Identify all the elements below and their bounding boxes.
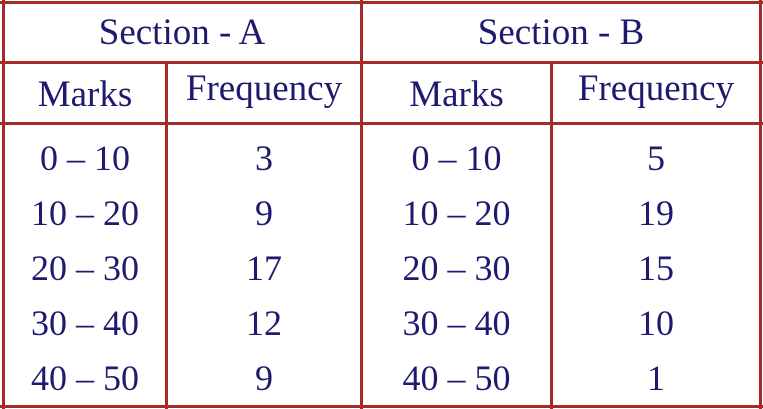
border-left	[2, 0, 5, 409]
frequency-cell: 1	[647, 358, 665, 398]
border-bottom	[0, 405, 763, 408]
header-marks-a: Marks	[37, 74, 133, 115]
section-a-title: Section - A	[98, 12, 266, 53]
frequency-cell: 5	[647, 138, 665, 178]
frequency-cell: 9	[255, 193, 273, 233]
marks-cell: 30 – 40	[402, 303, 511, 343]
header-marks-b: Marks	[409, 74, 504, 115]
marks-cell: 0 – 10	[411, 138, 502, 178]
border-top	[0, 1, 763, 4]
header-frequency-b: Frequency	[577, 68, 735, 109]
header-divider	[0, 61, 763, 64]
subheader-divider	[0, 122, 763, 125]
marks-cell: 10 – 20	[402, 193, 511, 233]
border-right	[759, 0, 762, 409]
frequency-cell: 3	[255, 138, 273, 178]
marks-cell: 20 – 30	[31, 248, 139, 288]
frequency-cell: 17	[246, 248, 282, 288]
frequency-cell: 10	[638, 303, 674, 343]
marks-cell: 40 – 50	[31, 358, 139, 398]
col-divider-b	[550, 62, 553, 409]
section-b-title: Section - B	[477, 12, 645, 53]
marks-cell: 30 – 40	[31, 303, 139, 343]
header-frequency-a: Frequency	[185, 68, 343, 109]
marks-cell: 10 – 20	[31, 193, 139, 233]
frequency-cell: 12	[246, 303, 282, 343]
frequency-cell: 9	[255, 358, 273, 398]
col-divider-a	[165, 62, 168, 409]
marks-cell: 40 – 50	[402, 358, 511, 398]
section-divider	[360, 0, 363, 409]
frequency-cell: 19	[638, 193, 674, 233]
marks-cell: 0 – 10	[40, 138, 130, 178]
frequency-cell: 15	[638, 248, 674, 288]
marks-cell: 20 – 30	[402, 248, 511, 288]
